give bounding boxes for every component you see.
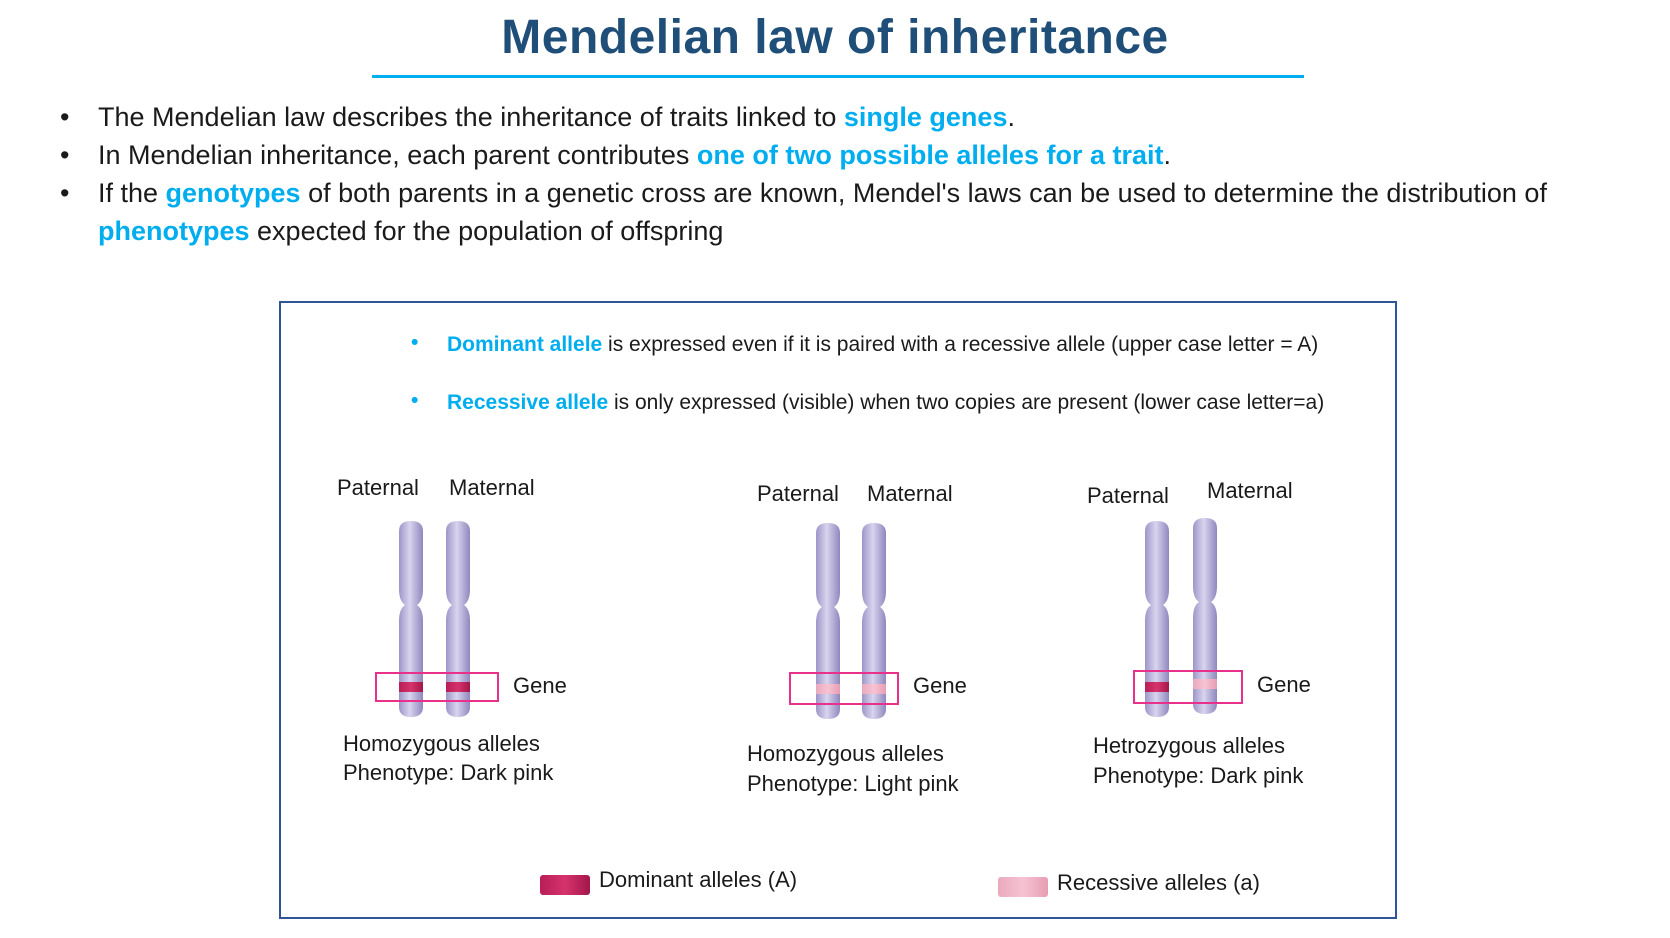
gene-label: Gene bbox=[1257, 672, 1311, 697]
legend-recessive-label: Recessive alleles (a) bbox=[1057, 870, 1260, 895]
allele-definitions: • Dominant allele is expressed even if i… bbox=[411, 331, 1325, 449]
paternal-label: Paternal bbox=[757, 481, 839, 506]
paternal-chromosome bbox=[816, 523, 840, 719]
dominant-swatch bbox=[540, 875, 590, 895]
dominant-allele-band bbox=[399, 682, 423, 692]
bullet-text: If the bbox=[98, 178, 166, 208]
phenotype-label: Phenotype: Light pink bbox=[747, 771, 959, 796]
chromosome-body bbox=[1193, 518, 1217, 714]
definition-dominant: • Dominant allele is expressed even if i… bbox=[411, 331, 1324, 357]
bullet-dot: • bbox=[60, 178, 70, 208]
bullet-dot: • bbox=[60, 140, 70, 170]
definition-text: is only expressed (visible) when two cop… bbox=[608, 391, 1325, 414]
maternal-chromosome bbox=[446, 521, 470, 717]
gene-label: Gene bbox=[913, 673, 967, 698]
genotype-label: Homozygous alleles bbox=[343, 731, 540, 756]
bullet-dot: • bbox=[60, 102, 70, 132]
recessive-allele-band bbox=[1193, 679, 1217, 689]
chromosome-body bbox=[399, 521, 423, 717]
genotype-label: Hetrozygous alleles bbox=[1093, 733, 1285, 758]
gene-highlight-box bbox=[1133, 670, 1243, 704]
chromosome-body bbox=[862, 523, 886, 719]
maternal-label: Maternal bbox=[867, 481, 953, 506]
dominant-allele-band bbox=[446, 682, 470, 692]
bullet-highlight: genotypes bbox=[165, 178, 301, 208]
chromosome-body bbox=[446, 521, 470, 717]
chromosome-body bbox=[816, 523, 840, 719]
intro-bullets: • The Mendelian law describes the inheri… bbox=[60, 98, 1660, 250]
maternal-chromosome bbox=[1193, 518, 1217, 714]
allele-diagram-panel: • Dominant allele is expressed even if i… bbox=[279, 301, 1397, 919]
gene-highlight-box bbox=[789, 672, 899, 705]
genotype-label: Homozygous alleles bbox=[747, 741, 944, 766]
bullet-text: . bbox=[1163, 140, 1171, 170]
gene-highlight-box bbox=[375, 672, 499, 702]
bullet-highlight: one of two possible alleles for a trait bbox=[696, 140, 1164, 170]
phenotype-label: Phenotype: Dark pink bbox=[343, 760, 554, 785]
definition-term: Dominant allele bbox=[447, 333, 603, 356]
paternal-chromosome bbox=[1145, 521, 1169, 717]
bullet-2: • In Mendelian inheritance, each parent … bbox=[60, 136, 1660, 174]
recessive-allele-band bbox=[816, 684, 840, 694]
dominant-allele-band bbox=[1145, 682, 1169, 692]
bullet-text: In Mendelian inheritance, each parent co… bbox=[98, 140, 697, 170]
maternal-label: Maternal bbox=[1207, 478, 1293, 503]
recessive-allele-band bbox=[862, 684, 886, 694]
bullet-1: • The Mendelian law describes the inheri… bbox=[60, 98, 1660, 136]
paternal-label: Paternal bbox=[1087, 483, 1169, 508]
page-title: Mendelian law of inheritance bbox=[501, 11, 1169, 64]
definition-term: Recessive allele bbox=[447, 391, 609, 414]
paternal-label: Paternal bbox=[337, 475, 419, 500]
chromosome-body bbox=[1145, 521, 1169, 717]
bullet-highlight: single genes bbox=[843, 102, 1008, 132]
bullet-text: expected for the population of offspring bbox=[249, 216, 724, 246]
gene-label: Gene bbox=[513, 673, 567, 698]
title-underline bbox=[372, 75, 1304, 78]
bullet-text: The Mendelian law describes the inherita… bbox=[98, 102, 844, 132]
maternal-chromosome bbox=[862, 523, 886, 719]
bullet-dot: • bbox=[411, 331, 419, 354]
phenotype-label: Phenotype: Dark pink bbox=[1093, 763, 1304, 788]
legend-dominant-label: Dominant alleles (A) bbox=[599, 867, 798, 892]
bullet-text: . bbox=[1007, 102, 1015, 132]
bullet-highlight: phenotypes bbox=[98, 216, 250, 246]
maternal-label: Maternal bbox=[449, 475, 535, 500]
definition-recessive: • Recessive allele is only expressed (vi… bbox=[411, 389, 1325, 415]
recessive-swatch bbox=[998, 877, 1048, 897]
bullet-3: • If the genotypes of both parents in a … bbox=[60, 174, 1660, 250]
definition-text: is expressed even if it is paired with a… bbox=[602, 333, 1319, 356]
bullet-text: of both parents in a genetic cross are k… bbox=[300, 178, 1547, 208]
bullet-dot: • bbox=[411, 389, 419, 412]
paternal-chromosome bbox=[399, 521, 423, 717]
